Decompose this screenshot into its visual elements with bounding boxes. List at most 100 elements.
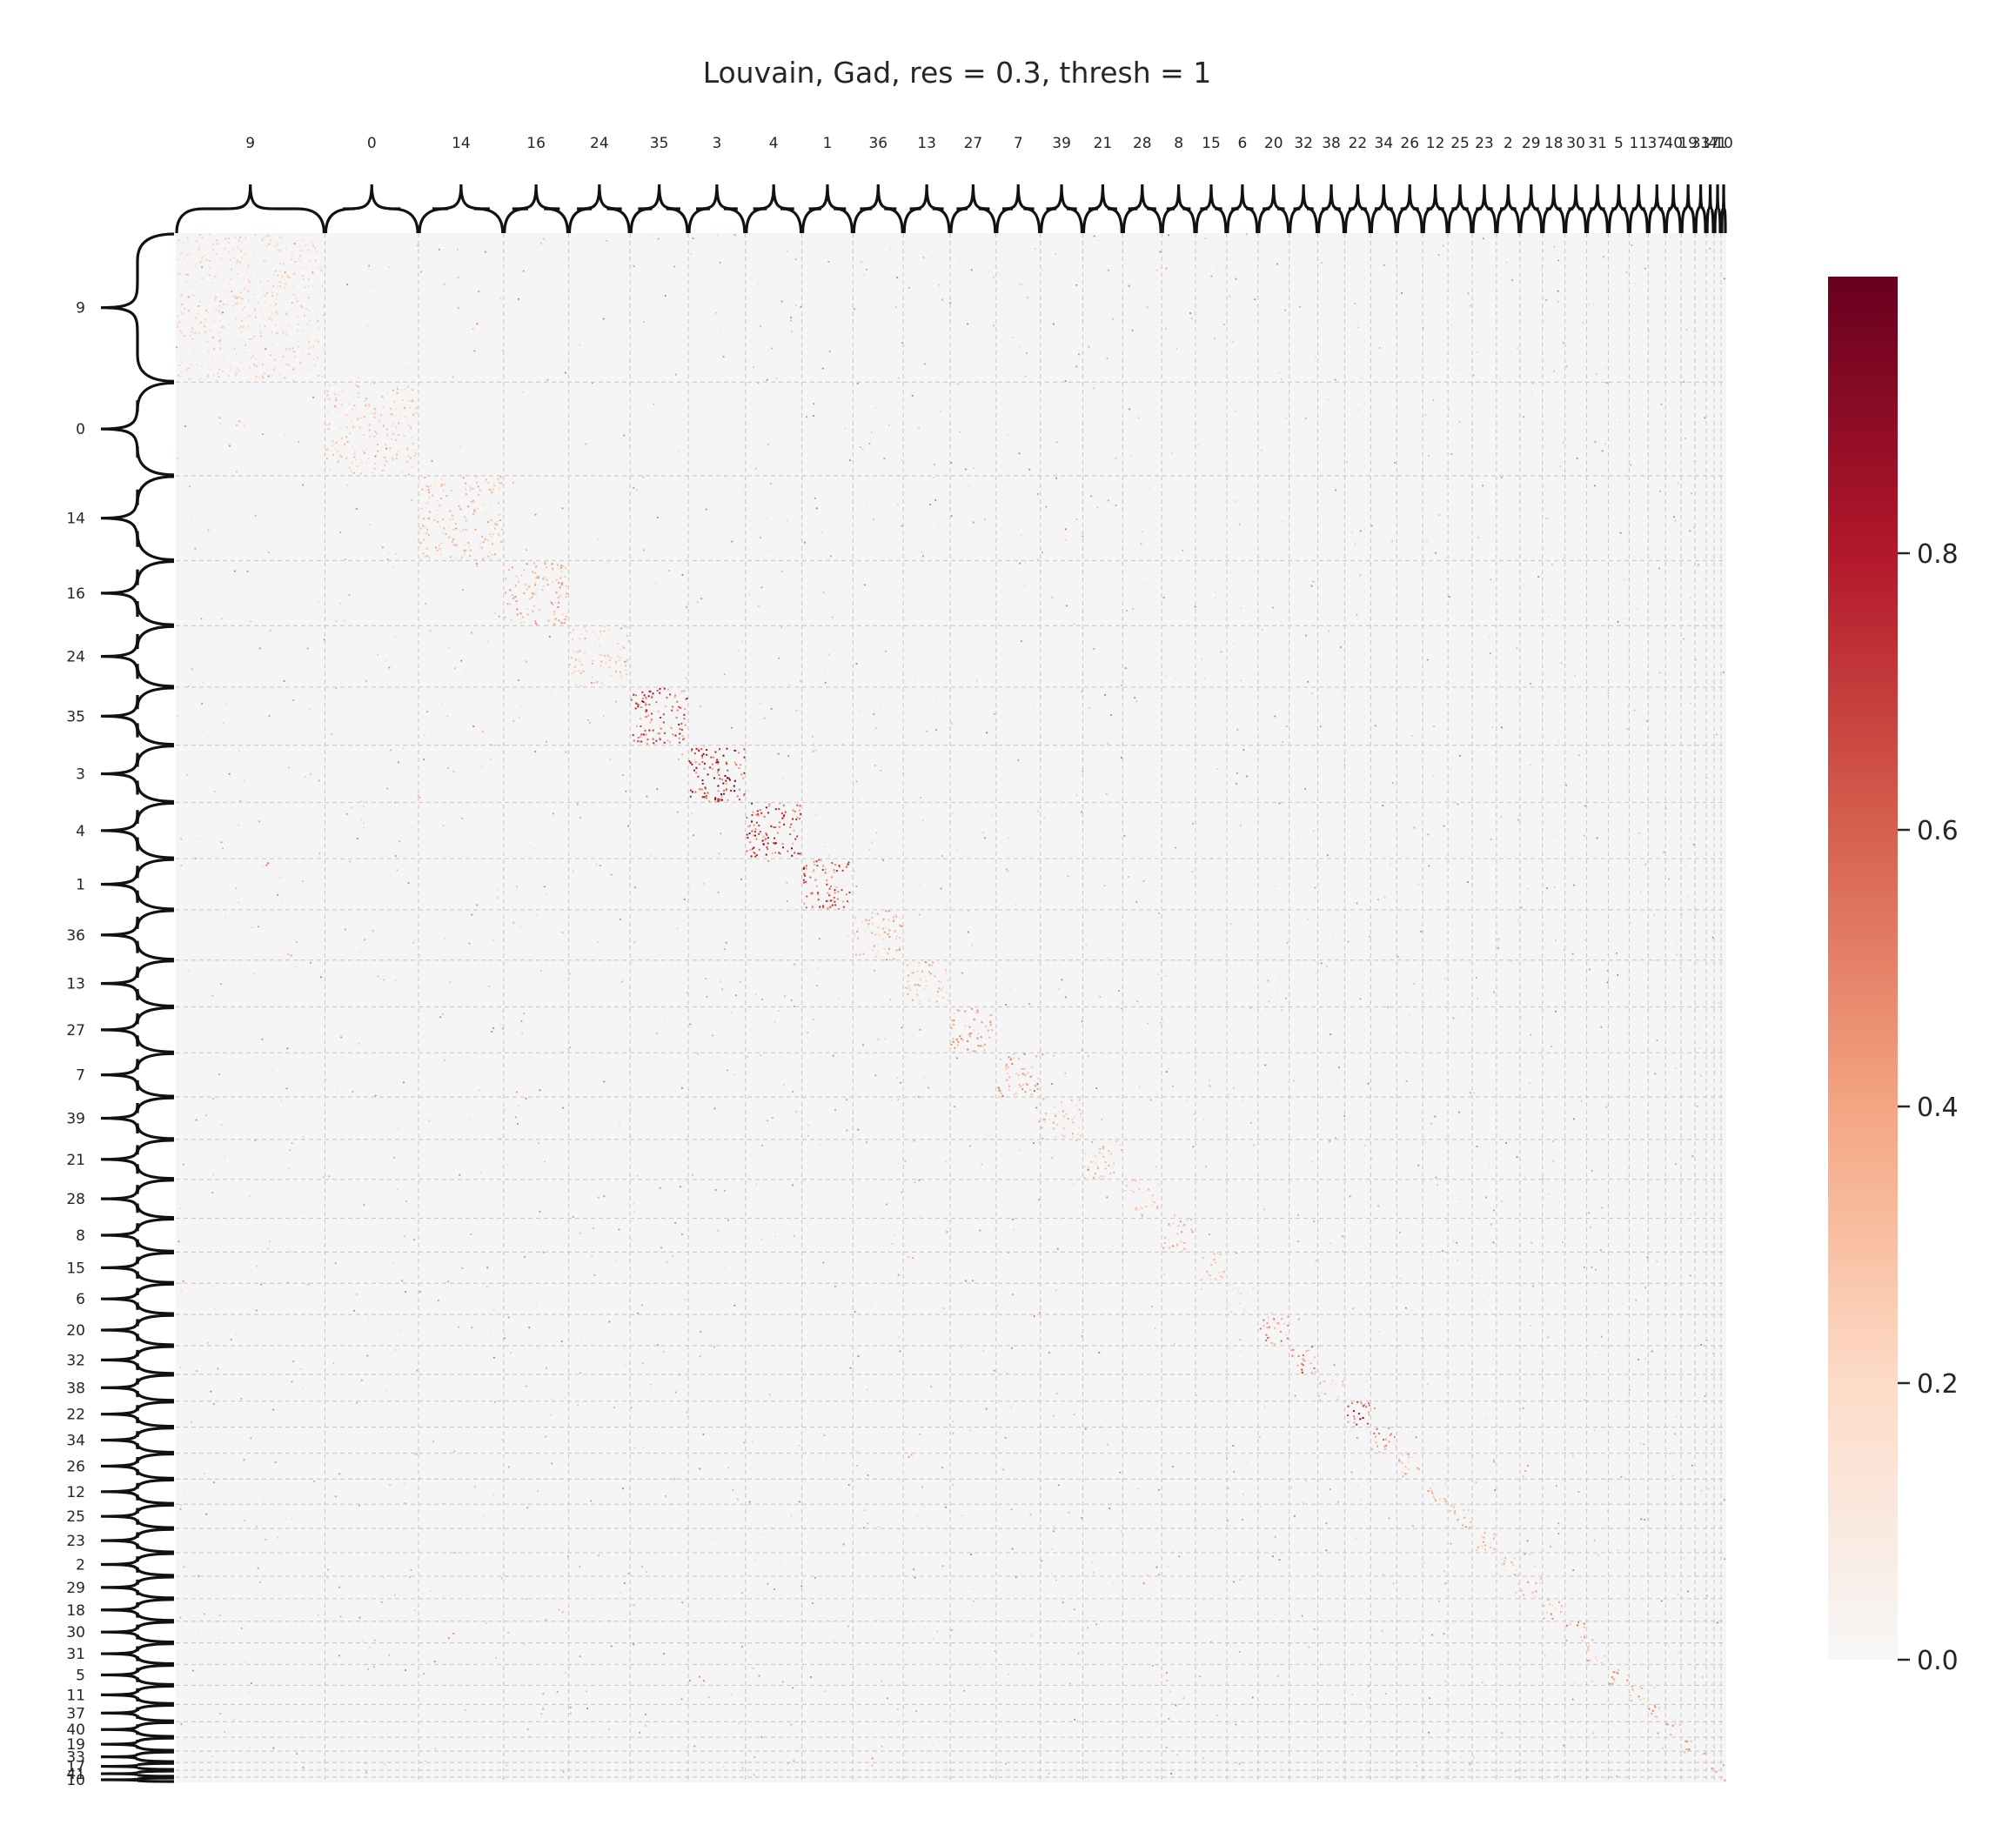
top-tick-label: 6 bbox=[1237, 135, 1247, 152]
top-tick-label: 19 bbox=[1678, 135, 1698, 152]
left-brace-6 bbox=[100, 1282, 175, 1315]
left-tick-label: 13 bbox=[66, 976, 85, 993]
left-brace-37 bbox=[100, 1703, 175, 1722]
left-brace-1 bbox=[100, 858, 175, 911]
top-tick-label: 17 bbox=[1701, 135, 1720, 152]
top-brace-22 bbox=[1343, 184, 1371, 234]
left-brace-35 bbox=[100, 686, 175, 746]
left-tick-label: 12 bbox=[66, 1484, 85, 1501]
top-tick-labels: 9 0 14 16 24 35 3 4 1 36 13 27 7 39 21 28 8 15 6 20 32 38 22 34… bbox=[245, 135, 1733, 152]
cluster-block-33 bbox=[1700, 1752, 1706, 1756]
cluster-block-31 bbox=[1587, 1645, 1607, 1664]
top-tick-label: 18 bbox=[1544, 135, 1564, 152]
cluster-block-2 bbox=[1501, 1557, 1520, 1576]
left-brace-11 bbox=[100, 1684, 175, 1705]
top-tick-label: 23 bbox=[1475, 135, 1494, 152]
cluster-block-19 bbox=[1684, 1740, 1692, 1751]
left-brace-12 bbox=[100, 1478, 175, 1505]
left-brace-31 bbox=[100, 1642, 175, 1666]
cluster-block-10 bbox=[1724, 1779, 1726, 1781]
top-brace-29 bbox=[1519, 184, 1544, 234]
top-brace-20 bbox=[1257, 184, 1290, 234]
top-tick-label: 12 bbox=[1426, 135, 1445, 152]
cluster-block-5 bbox=[1609, 1668, 1630, 1685]
top-brace-26 bbox=[1396, 184, 1423, 234]
top-brace-23 bbox=[1471, 184, 1497, 234]
left-brace-26 bbox=[100, 1452, 175, 1480]
cluster-block-13 bbox=[905, 961, 950, 1005]
top-tick-label: 35 bbox=[650, 135, 669, 152]
top-tick-label: 9 bbox=[245, 135, 255, 152]
left-brace-25 bbox=[100, 1503, 175, 1529]
left-brace-34 bbox=[100, 1427, 175, 1454]
cluster-block-23 bbox=[1476, 1532, 1496, 1551]
left-tick-label: 41 bbox=[66, 1766, 85, 1783]
left-brace-23 bbox=[100, 1527, 175, 1554]
left-brace-33 bbox=[100, 1750, 175, 1763]
top-tick-label: 22 bbox=[1349, 135, 1368, 152]
cluster-block-41 bbox=[1715, 1770, 1718, 1773]
top-tick-label: 27 bbox=[964, 135, 983, 152]
top-tick-label: 7 bbox=[1014, 135, 1023, 152]
cluster-block-29 bbox=[1520, 1577, 1543, 1598]
left-brace-5 bbox=[100, 1663, 175, 1687]
left-tick-label: 2 bbox=[76, 1556, 85, 1574]
top-tick-label: 29 bbox=[1522, 135, 1541, 152]
top-brace-39 bbox=[1040, 184, 1084, 234]
left-brace-18 bbox=[100, 1598, 175, 1622]
left-brace-7 bbox=[100, 1052, 175, 1098]
top-brace-40 bbox=[1664, 184, 1682, 234]
colorbar-tick-label: 0.4 bbox=[1917, 1093, 1959, 1123]
left-tick-label: 40 bbox=[66, 1721, 85, 1739]
left-brace-36 bbox=[100, 909, 175, 961]
left-tick-label: 11 bbox=[66, 1687, 85, 1704]
cluster-blocks bbox=[176, 233, 1726, 1781]
left-brace-21 bbox=[100, 1139, 175, 1180]
cluster-block-1 bbox=[802, 859, 851, 910]
top-tick-label: 11 bbox=[1630, 135, 1649, 152]
left-brace-27 bbox=[100, 1006, 175, 1053]
cluster-block-40 bbox=[1665, 1723, 1681, 1736]
top-tick-label: 20 bbox=[1264, 135, 1283, 152]
top-brace-11 bbox=[1628, 184, 1649, 234]
colorbar-gradient bbox=[1828, 277, 1898, 1660]
cluster-block-35 bbox=[630, 687, 688, 745]
top-tick-label: 26 bbox=[1400, 135, 1419, 152]
top-tick-label: 37 bbox=[1647, 135, 1666, 152]
left-brace-32 bbox=[100, 1345, 175, 1375]
cluster-block-3 bbox=[688, 745, 746, 803]
left-brace-10 bbox=[100, 1776, 175, 1783]
left-tick-label: 9 bbox=[76, 300, 85, 318]
top-tick-label: 30 bbox=[1566, 135, 1585, 152]
cluster-block-17 bbox=[1711, 1767, 1713, 1769]
left-brace-19 bbox=[100, 1736, 175, 1752]
cluster-block-26 bbox=[1398, 1453, 1420, 1478]
left-tick-label: 7 bbox=[76, 1067, 85, 1085]
top-tick-label: 32 bbox=[1294, 135, 1313, 152]
colorbar-tick-label: 0.6 bbox=[1917, 816, 1959, 846]
top-tick-label: 28 bbox=[1133, 135, 1152, 152]
top-brace-41 bbox=[1713, 184, 1722, 234]
top-tick-label: 13 bbox=[917, 135, 936, 152]
top-brace-25 bbox=[1447, 184, 1473, 234]
top-brace-2 bbox=[1496, 184, 1521, 234]
left-tick-label: 6 bbox=[76, 1291, 85, 1308]
left-brace-38 bbox=[100, 1374, 175, 1402]
top-tick-label: 33 bbox=[1691, 135, 1711, 152]
top-brace-7 bbox=[995, 184, 1041, 234]
left-brace-39 bbox=[100, 1096, 175, 1140]
left-tick-label: 10 bbox=[66, 1772, 85, 1789]
colorbar: 0.0 0.2 0.4 0.6 0.8 bbox=[1828, 277, 1959, 1676]
top-brace-19 bbox=[1680, 184, 1696, 234]
top-tick-label: 8 bbox=[1174, 135, 1183, 152]
top-brace-14 bbox=[418, 184, 505, 234]
left-brace-20 bbox=[100, 1314, 175, 1347]
cluster-block-4 bbox=[746, 802, 802, 858]
cluster-block-25 bbox=[1449, 1504, 1472, 1528]
left-tick-label: 21 bbox=[66, 1152, 85, 1169]
cluster-block-11 bbox=[1629, 1685, 1645, 1701]
cluster-block-38 bbox=[1317, 1375, 1344, 1401]
left-brace-24 bbox=[100, 625, 175, 688]
top-brace-38 bbox=[1316, 184, 1346, 234]
top-brace-17 bbox=[1705, 184, 1715, 234]
